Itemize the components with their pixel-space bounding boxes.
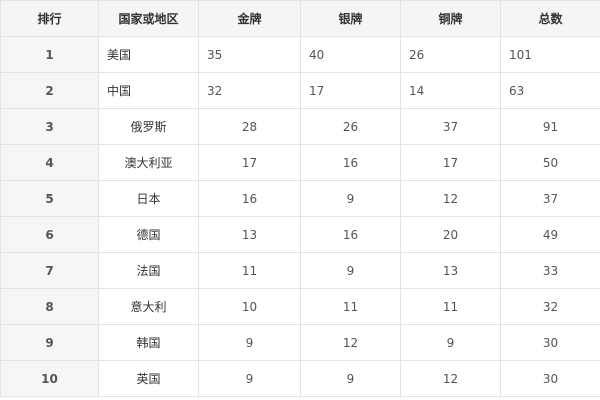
cell-total: 33 [500, 252, 600, 289]
cell-bronze: 9 [400, 324, 501, 361]
cell-rank: 8 [0, 288, 99, 325]
cell-country: 英国 [98, 360, 199, 397]
cell-gold: 28 [198, 108, 301, 145]
cell-country: 日本 [98, 180, 199, 217]
cell-total: 30 [500, 324, 600, 361]
table-row: 4 澳大利亚 17 16 17 50 [0, 144, 600, 181]
cell-country: 中国 [98, 72, 199, 109]
cell-total: 63 [500, 72, 600, 109]
cell-rank: 10 [0, 360, 99, 397]
table-row: 1 美国 35 40 26 101 [0, 36, 600, 73]
cell-bronze: 11 [400, 288, 501, 325]
cell-silver: 40 [300, 36, 401, 73]
cell-rank: 7 [0, 252, 99, 289]
table-row: 8 意大利 10 11 11 32 [0, 288, 600, 325]
cell-silver: 26 [300, 108, 401, 145]
cell-country: 德国 [98, 216, 199, 253]
table-row: 5 日本 16 9 12 37 [0, 180, 600, 217]
cell-gold: 16 [198, 180, 301, 217]
cell-silver: 9 [300, 252, 401, 289]
cell-country: 美国 [98, 36, 199, 73]
cell-country: 法国 [98, 252, 199, 289]
cell-rank: 2 [0, 72, 99, 109]
cell-bronze: 37 [400, 108, 501, 145]
header-country: 国家或地区 [98, 0, 199, 37]
table-row: 2 中国 32 17 14 63 [0, 72, 600, 109]
cell-total: 91 [500, 108, 600, 145]
cell-total: 50 [500, 144, 600, 181]
header-gold: 金牌 [198, 0, 301, 37]
cell-bronze: 14 [400, 72, 501, 109]
cell-gold: 10 [198, 288, 301, 325]
cell-total: 101 [500, 36, 600, 73]
cell-silver: 17 [300, 72, 401, 109]
cell-bronze: 12 [400, 360, 501, 397]
header-total: 总数 [500, 0, 600, 37]
cell-gold: 32 [198, 72, 301, 109]
cell-gold: 9 [198, 360, 301, 397]
header-silver: 银牌 [300, 0, 401, 37]
cell-rank: 9 [0, 324, 99, 361]
cell-country: 澳大利亚 [98, 144, 199, 181]
cell-bronze: 17 [400, 144, 501, 181]
table-row: 6 德国 13 16 20 49 [0, 216, 600, 253]
cell-bronze: 20 [400, 216, 501, 253]
cell-bronze: 26 [400, 36, 501, 73]
cell-rank: 6 [0, 216, 99, 253]
cell-total: 37 [500, 180, 600, 217]
table-row: 3 俄罗斯 28 26 37 91 [0, 108, 600, 145]
cell-rank: 3 [0, 108, 99, 145]
header-bronze: 铜牌 [400, 0, 501, 37]
cell-country: 韩国 [98, 324, 199, 361]
cell-country: 意大利 [98, 288, 199, 325]
cell-silver: 9 [300, 180, 401, 217]
cell-rank: 4 [0, 144, 99, 181]
cell-total: 32 [500, 288, 600, 325]
cell-gold: 17 [198, 144, 301, 181]
cell-country: 俄罗斯 [98, 108, 199, 145]
cell-silver: 11 [300, 288, 401, 325]
cell-silver: 12 [300, 324, 401, 361]
cell-silver: 9 [300, 360, 401, 397]
cell-rank: 5 [0, 180, 99, 217]
cell-bronze: 12 [400, 180, 501, 217]
cell-gold: 9 [198, 324, 301, 361]
cell-bronze: 13 [400, 252, 501, 289]
cell-total: 30 [500, 360, 600, 397]
cell-silver: 16 [300, 144, 401, 181]
header-row: 排行 国家或地区 金牌 银牌 铜牌 总数 [0, 0, 600, 37]
cell-rank: 1 [0, 36, 99, 73]
table-row: 7 法国 11 9 13 33 [0, 252, 600, 289]
cell-total: 49 [500, 216, 600, 253]
cell-gold: 13 [198, 216, 301, 253]
table-row: 9 韩国 9 12 9 30 [0, 324, 600, 361]
cell-gold: 11 [198, 252, 301, 289]
cell-silver: 16 [300, 216, 401, 253]
header-rank: 排行 [0, 0, 99, 37]
cell-gold: 35 [198, 36, 301, 73]
table-row: 10 英国 9 9 12 30 [0, 360, 600, 397]
